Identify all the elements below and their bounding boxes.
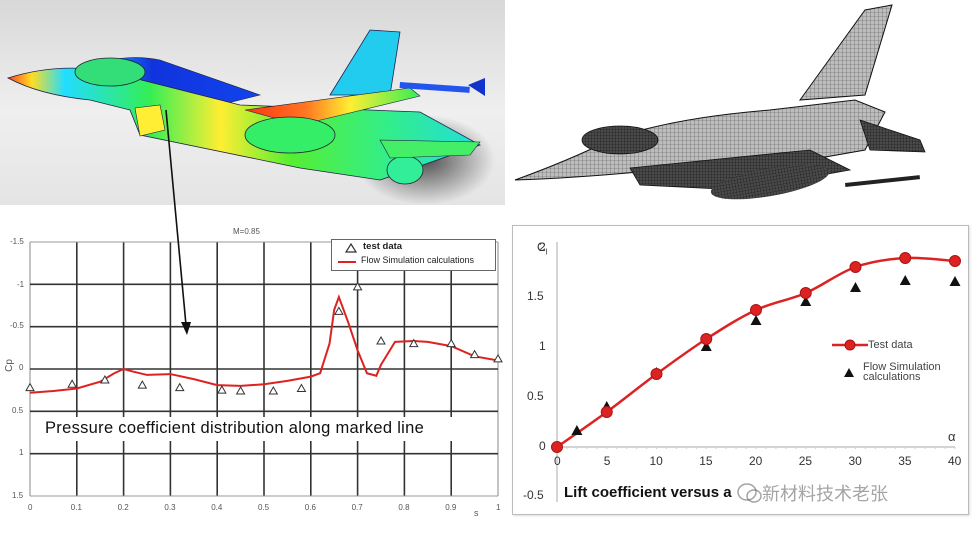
legend-test-data: test data — [363, 241, 403, 252]
test-data-point — [352, 281, 363, 291]
test-data-point — [799, 287, 812, 299]
legend-flow-simulation: Flow Simulation calculations — [863, 361, 941, 383]
test-data-point — [137, 380, 148, 389]
y-tick: 2 — [539, 240, 546, 254]
x-tick: 0.7 — [351, 503, 363, 512]
x-tick: 25 — [798, 454, 813, 468]
x-tick: 1 — [496, 503, 501, 512]
test-data-point — [750, 304, 762, 316]
y-tick: 0.5 — [527, 389, 544, 403]
y-tick: 0 — [19, 363, 24, 372]
x-axis-label-alpha: α — [948, 429, 956, 444]
flow-simulation-point — [800, 296, 812, 306]
y-tick: 0 — [539, 439, 546, 453]
flow-simulation-point — [700, 341, 712, 351]
legend-test-data: Test data — [868, 339, 913, 351]
test-data-point — [334, 306, 344, 315]
test-data-point — [268, 386, 279, 395]
flow-simulation-point — [899, 275, 911, 285]
test-data-point — [296, 383, 307, 392]
test-data-point — [469, 349, 480, 359]
y-tick: -1 — [17, 280, 25, 289]
test-data-point — [700, 333, 713, 345]
watermark-text: 新材料技术老张 — [762, 484, 888, 504]
red-line-legend-icon — [338, 261, 356, 263]
y-tick: -0.5 — [523, 488, 544, 502]
pressure-chart-caption: Pressure coefficient distribution along … — [45, 419, 425, 437]
test-data-point — [849, 261, 862, 273]
test-data-point — [446, 338, 457, 348]
lift-chart-frame — [512, 225, 969, 515]
test-data-point — [217, 385, 227, 394]
x-tick: 35 — [898, 454, 912, 468]
lift-coefficient-chart: Cl α 2 1.5 1 0.5 0 -0.5 0 5 10 15 20 25 30 35 40… — [510, 225, 972, 515]
x-tick: 5 — [603, 454, 611, 468]
flow-simulation-point — [850, 282, 861, 292]
x-tick: 10 — [649, 454, 663, 468]
flow-simulation-point — [571, 425, 583, 435]
x-tick: 30 — [848, 454, 862, 468]
test-data-point — [600, 406, 613, 418]
test-data-point — [493, 353, 503, 363]
y-tick: 0.5 — [12, 406, 24, 415]
red-circle-line-legend-icon — [832, 339, 868, 351]
x-tick: 0 — [28, 503, 33, 512]
flow-simulation-point — [949, 276, 961, 286]
x-tick: 0.9 — [445, 503, 457, 512]
y-axis-label: Cl — [537, 240, 548, 257]
test-data-point — [100, 374, 110, 384]
x-tick: 0.6 — [304, 503, 316, 512]
pressure-coefficient-chart: M=0.85 Cp s -1.5 -1 -0.5 0 0.5 1 1.5 0 0.… — [0, 225, 510, 533]
test-data-point — [551, 441, 563, 453]
test-data-point — [949, 255, 961, 267]
flow-simulation-line — [29, 294, 499, 394]
x-axis-label: s — [474, 508, 479, 518]
mach-label: M=0.85 — [233, 227, 260, 236]
test-data-point — [376, 336, 386, 345]
test-data-point — [174, 382, 185, 392]
legend-flow-simulation: Flow Simulation calculations — [361, 255, 475, 265]
y-tick: 1 — [19, 448, 24, 457]
flow-simulation-point — [750, 315, 762, 325]
caption-backdrop — [38, 417, 478, 441]
test-data-point — [408, 338, 419, 348]
open-triangle-marker-icon — [344, 243, 358, 253]
y-tick: 1.5 — [527, 289, 544, 303]
x-tick: 0.2 — [117, 503, 129, 512]
mesh-aircraft-image — [510, 0, 972, 215]
lift-chart-caption: Lift coefficient versus a — [564, 484, 732, 501]
x-tick: 20 — [749, 454, 763, 468]
x-tick: 0 — [554, 454, 561, 468]
x-tick: 0.4 — [211, 503, 223, 512]
x-tick: 0.5 — [258, 503, 270, 512]
x-tick: 40 — [948, 454, 962, 468]
test-data-point — [650, 368, 663, 380]
pressure-chart-plot — [25, 241, 503, 497]
x-tick: 0.1 — [70, 503, 82, 512]
x-tick: 0.8 — [398, 503, 410, 512]
y-tick: -1.5 — [10, 237, 24, 246]
test-data-point — [67, 379, 77, 388]
y-tick: 1 — [539, 339, 546, 353]
x-tick: 0.3 — [164, 503, 176, 512]
x-tick: 15 — [699, 454, 713, 468]
test-data-point — [25, 382, 35, 392]
test-data-point — [235, 386, 246, 395]
test-data-point — [899, 252, 912, 264]
wechat-watermark-icon — [737, 483, 762, 503]
filled-triangle-legend-icon — [844, 368, 854, 377]
y-tick: 1.5 — [12, 491, 24, 500]
cfd-aircraft-image — [0, 0, 505, 205]
mesh-aircraft-drawing — [514, 4, 926, 200]
y-tick: -0.5 — [10, 321, 24, 330]
cfd-aircraft-drawing — [6, 29, 495, 205]
pressure-chart-legend: test data Flow Simulation calculations — [331, 239, 496, 271]
lift-chart-plot — [551, 242, 961, 502]
